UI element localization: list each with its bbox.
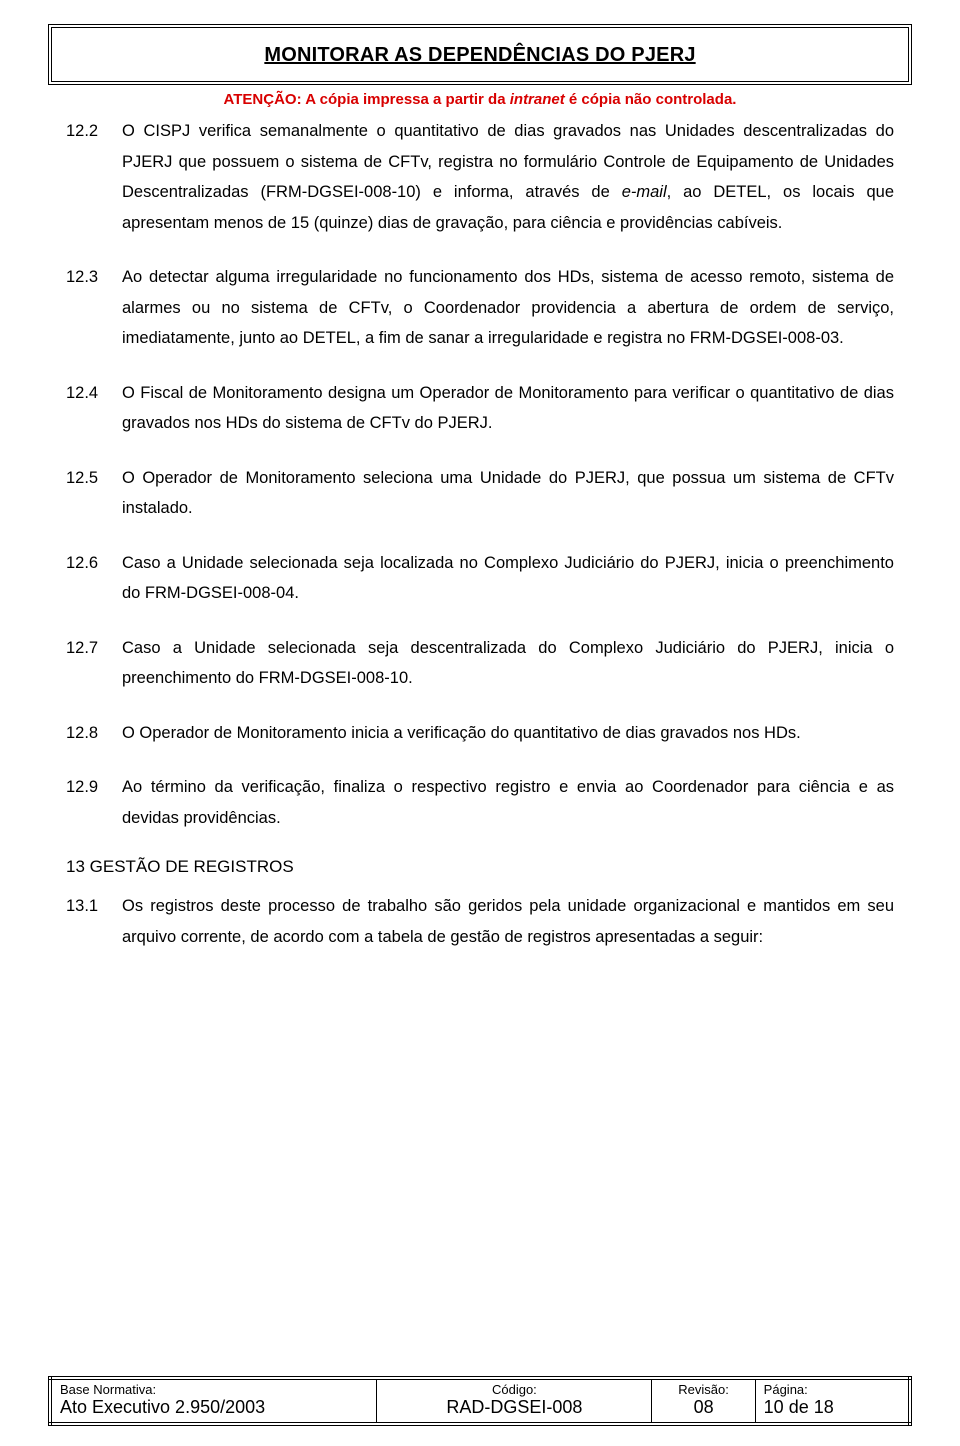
item-text: Os registros deste processo de trabalho … xyxy=(122,891,894,952)
section-heading: 13 GESTÃO DE REGISTROS xyxy=(66,857,894,877)
item-number: 12.3 xyxy=(66,262,108,354)
footer-label: Revisão: xyxy=(660,1382,746,1397)
item-text: O CISPJ verifica semanalmente o quantita… xyxy=(122,116,894,238)
numbered-item: 12.2 O CISPJ verifica semanalmente o quan… xyxy=(66,116,894,238)
title-frame: MONITORAR AS DEPENDÊNCIAS DO PJERJ xyxy=(48,24,912,85)
item-number: 13.1 xyxy=(66,891,108,952)
content-area: 12.2 O CISPJ verifica semanalmente o quan… xyxy=(48,116,912,952)
footer-value: RAD-DGSEI-008 xyxy=(446,1397,582,1417)
text-span: Ao detectar alguma irregularidade no fun… xyxy=(122,268,894,347)
footer-value: 10 de 18 xyxy=(764,1397,834,1417)
numbered-item: 12.9 Ao término da verificação, finaliza … xyxy=(66,772,894,833)
numbered-item: 12.3 Ao detectar alguma irregularidade no… xyxy=(66,262,894,354)
footer-value: 08 xyxy=(694,1397,714,1417)
footer-table: Base Normativa:Ato Executivo 2.950/2003C… xyxy=(48,1376,912,1426)
footer-cell: Revisão:08 xyxy=(652,1378,755,1424)
italic-span: e-mail xyxy=(622,183,667,201)
item-number: 12.7 xyxy=(66,633,108,694)
footer-row: Base Normativa:Ato Executivo 2.950/2003C… xyxy=(50,1378,910,1424)
item-text: Caso a Unidade selecionada seja descentr… xyxy=(122,633,894,694)
item-number: 12.5 xyxy=(66,463,108,524)
item-text: O Fiscal de Monitoramento designa um Ope… xyxy=(122,378,894,439)
item-number: 12.9 xyxy=(66,772,108,833)
page: MONITORAR AS DEPENDÊNCIAS DO PJERJ ATENÇ… xyxy=(0,0,960,1446)
numbered-item: 12.7 Caso a Unidade selecionada seja desc… xyxy=(66,633,894,694)
footer-label: Código: xyxy=(385,1382,643,1397)
text-span: Caso a Unidade selecionada seja descentr… xyxy=(122,639,894,688)
item-number: 12.6 xyxy=(66,548,108,609)
item-text: Caso a Unidade selecionada seja localiza… xyxy=(122,548,894,609)
warning-prefix: ATENÇÃO: A cópia impressa a partir da xyxy=(224,91,510,108)
item-text: Ao término da verificação, finaliza o re… xyxy=(122,772,894,833)
numbered-item: 12.8 O Operador de Monitoramento inicia a… xyxy=(66,718,894,749)
item-text: O Operador de Monitoramento seleciona um… xyxy=(122,463,894,524)
numbered-item: 12.6 Caso a Unidade selecionada seja loca… xyxy=(66,548,894,609)
numbered-item: 12.5 O Operador de Monitoramento selecion… xyxy=(66,463,894,524)
footer-label: Base Normativa: xyxy=(60,1382,368,1397)
footer-cell: Base Normativa:Ato Executivo 2.950/2003 xyxy=(50,1378,377,1424)
item-text: O Operador de Monitoramento inicia a ver… xyxy=(122,718,894,749)
text-span: O Fiscal de Monitoramento designa um Ope… xyxy=(122,384,894,433)
footer: Base Normativa:Ato Executivo 2.950/2003C… xyxy=(48,1376,912,1426)
text-span: O Operador de Monitoramento inicia a ver… xyxy=(122,724,801,742)
item-number: 12.8 xyxy=(66,718,108,749)
document-title: MONITORAR AS DEPENDÊNCIAS DO PJERJ xyxy=(64,44,896,67)
numbered-item: 13.1 Os registros deste processo de traba… xyxy=(66,891,894,952)
footer-label: Página: xyxy=(764,1382,900,1397)
footer-cell: Página:10 de 18 xyxy=(755,1378,910,1424)
item-text: Ao detectar alguma irregularidade no fun… xyxy=(122,262,894,354)
warning-suffix: é cópia não controlada. xyxy=(565,91,737,108)
item-number: 12.4 xyxy=(66,378,108,439)
footer-cell: Código:RAD-DGSEI-008 xyxy=(377,1378,652,1424)
warning-italic: intranet xyxy=(510,91,565,108)
numbered-item: 12.4 O Fiscal de Monitoramento designa um… xyxy=(66,378,894,439)
warning-banner: ATENÇÃO: A cópia impressa a partir da in… xyxy=(48,91,912,108)
text-span: Ao término da verificação, finaliza o re… xyxy=(122,778,894,827)
item-number: 12.2 xyxy=(66,116,108,238)
footer-value: Ato Executivo 2.950/2003 xyxy=(60,1397,265,1417)
text-span: Caso a Unidade selecionada seja localiza… xyxy=(122,554,894,603)
text-span: O Operador de Monitoramento seleciona um… xyxy=(122,469,894,518)
